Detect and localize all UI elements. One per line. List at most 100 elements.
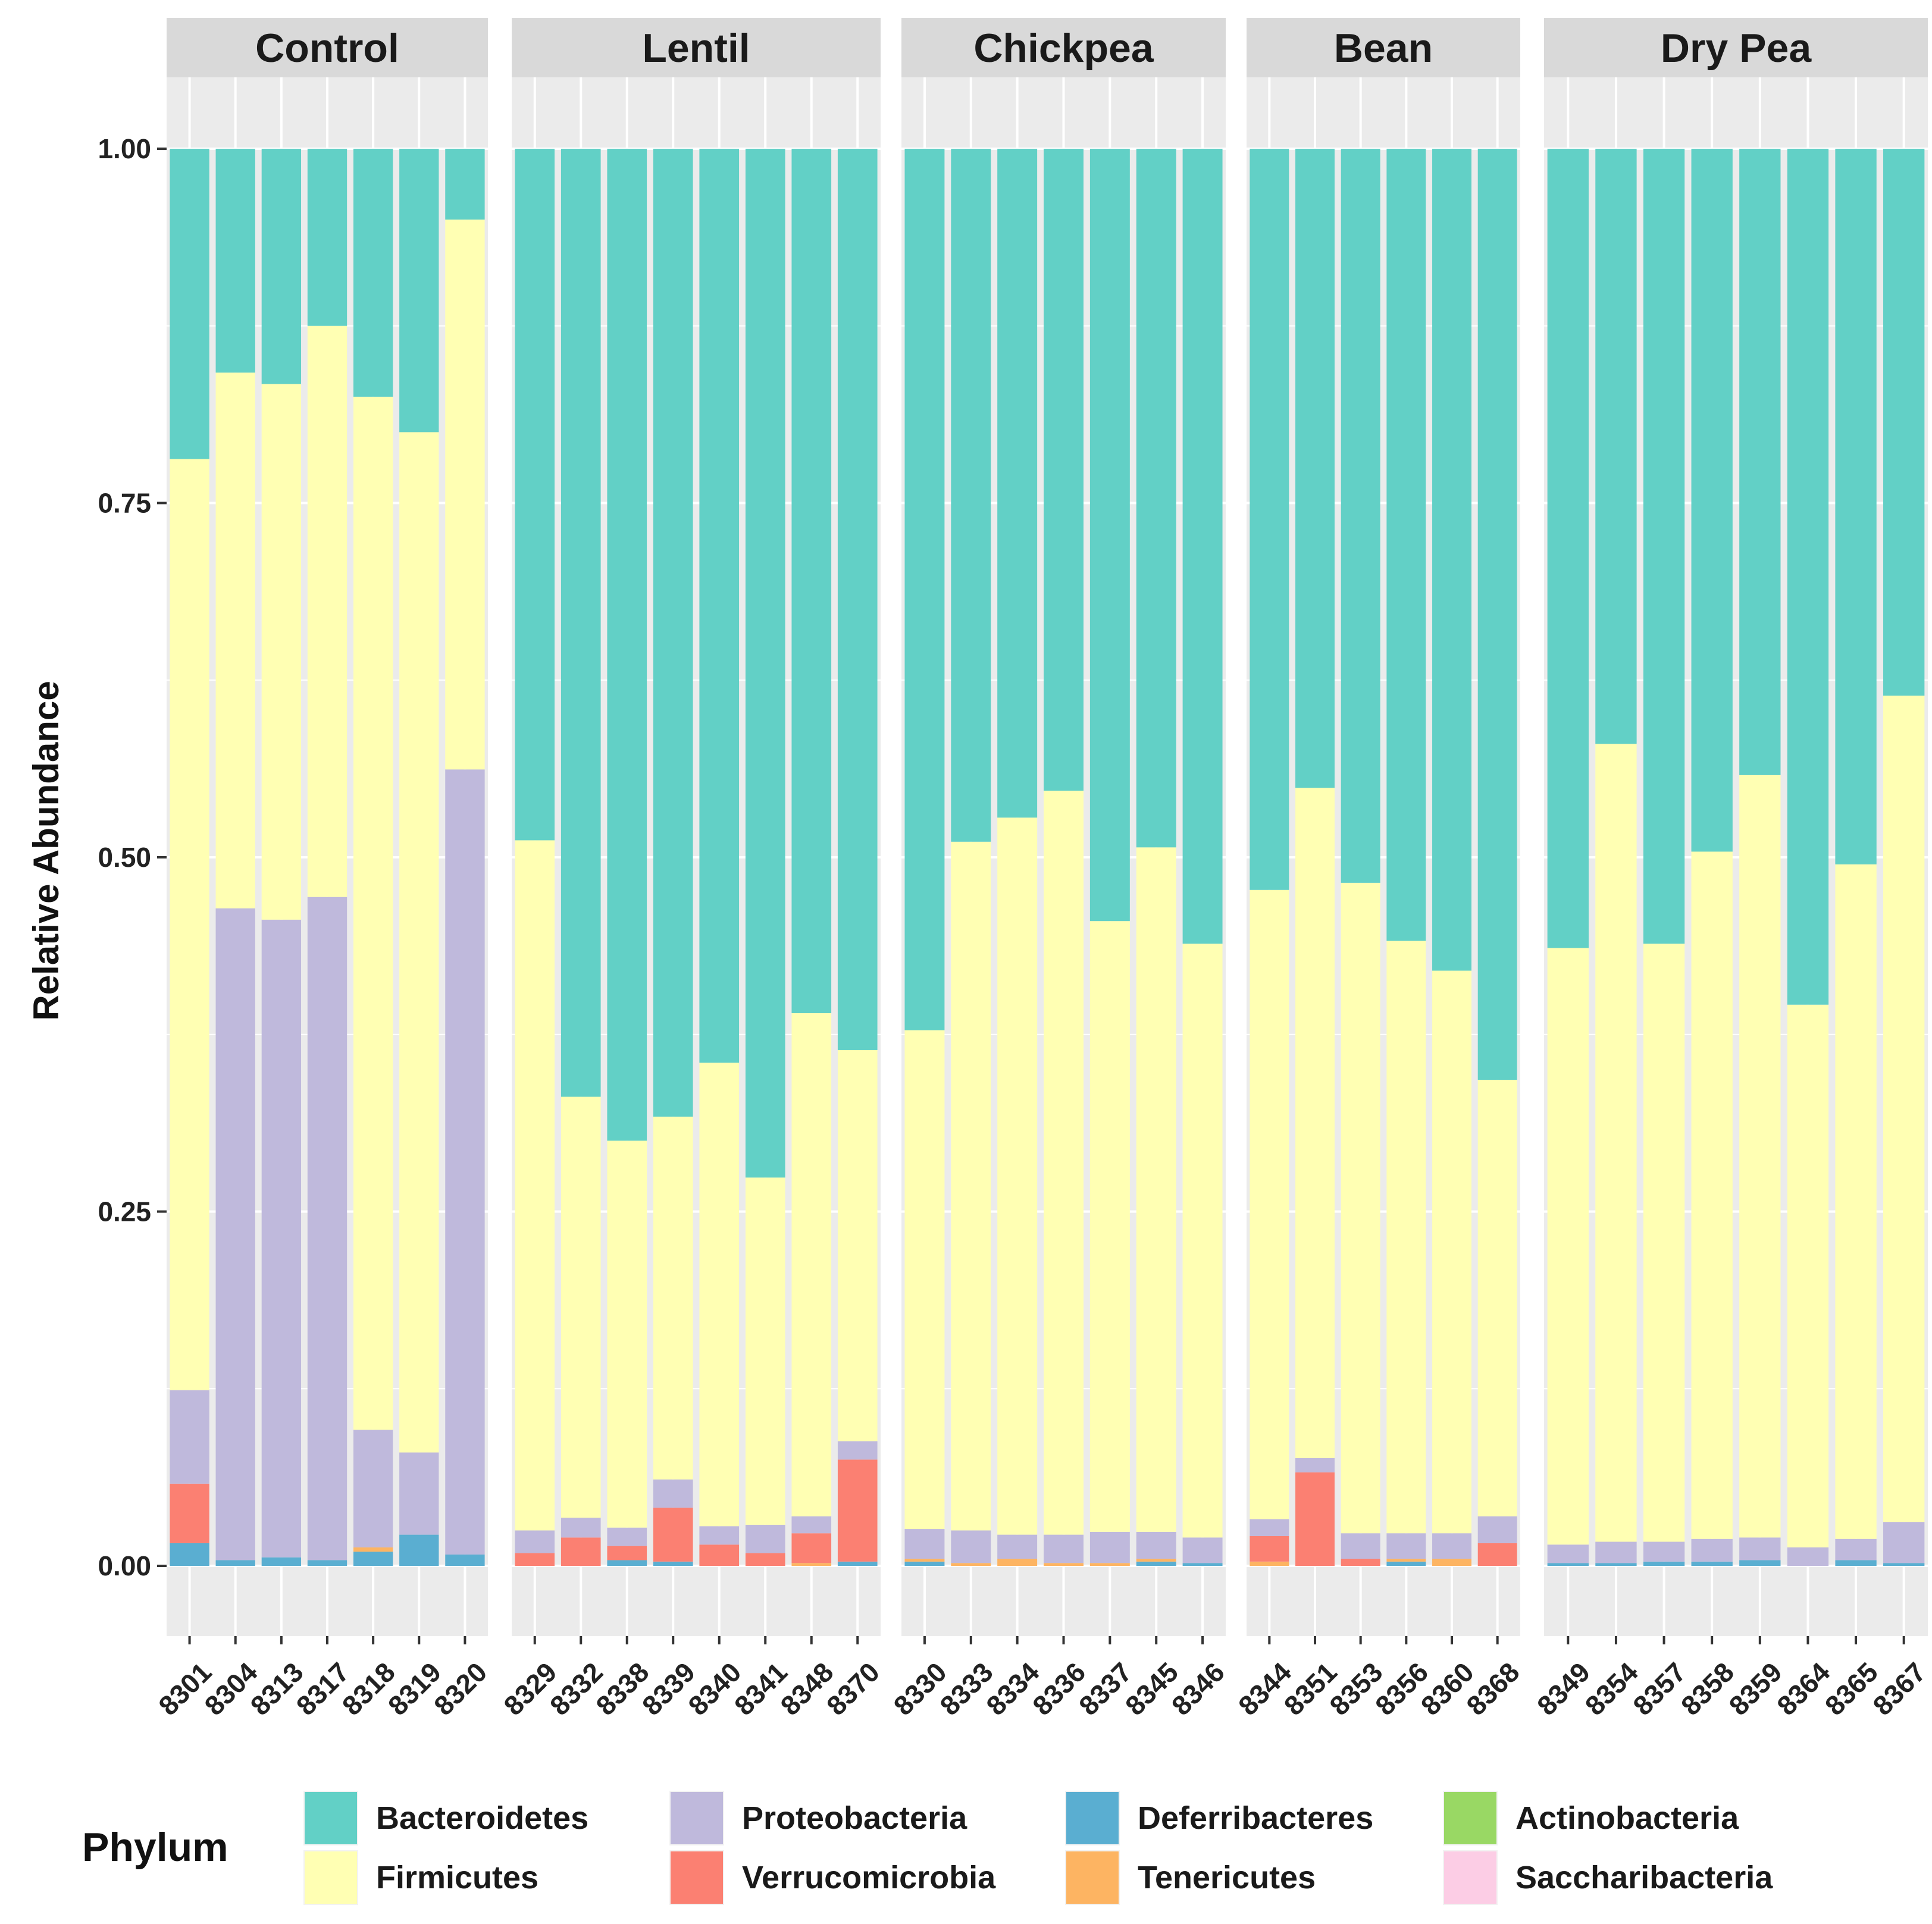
bar-8333 [951, 149, 991, 1566]
bar-8337 [1089, 149, 1130, 1566]
bar-8346 [1182, 149, 1223, 1566]
bar-segment-proteobacteria [997, 1534, 1038, 1559]
bar-segment-deferribacteres [1643, 1561, 1685, 1566]
bar-segment-firmicutes [791, 1013, 832, 1516]
bar-8339 [653, 149, 693, 1566]
facet-label: Chickpea [973, 26, 1154, 71]
bar-8317 [307, 149, 347, 1566]
bar-segment-proteobacteria [445, 769, 485, 1555]
bar-segment-proteobacteria [904, 1529, 945, 1559]
bar-segment-proteobacteria [170, 1390, 209, 1484]
bar-8360 [1432, 149, 1471, 1566]
bar-segment-tenericutes [997, 1559, 1038, 1566]
bar-segment-tenericutes [1386, 1559, 1426, 1562]
bar-segment-proteobacteria [1089, 1531, 1130, 1563]
legend-label: Deferribacteres [1138, 1800, 1373, 1836]
bar-segment-firmicutes [1547, 948, 1589, 1545]
bar-segment-firmicutes [951, 841, 991, 1531]
bar-8348 [791, 149, 832, 1566]
legend-swatch [1444, 1792, 1496, 1844]
x-tick-label: 8351 [1278, 1656, 1343, 1721]
bar-segment-verrucomicrobia [791, 1533, 832, 1563]
y-tick-label: 1.00 [98, 133, 151, 164]
legend-entry-bacteroidetes: Bacteroidetes [303, 1791, 588, 1845]
x-tick-label: 8365 [1819, 1656, 1884, 1721]
bar-segment-firmicutes [1835, 864, 1877, 1539]
legend-label: Firmicutes [376, 1860, 538, 1895]
x-tick-label: 8304 [198, 1656, 263, 1721]
legend-swatch [1066, 1851, 1119, 1904]
bar-segment-proteobacteria [1547, 1544, 1589, 1563]
bar-segment-verrucomicrobia [653, 1508, 693, 1562]
bar-segment-tenericutes [1136, 1559, 1176, 1562]
legend-swatch [1066, 1792, 1119, 1844]
bar-segment-proteobacteria [1477, 1516, 1517, 1543]
x-tick-label: 8301 [152, 1656, 217, 1721]
bar-segment-verrucomicrobia [561, 1537, 601, 1566]
bar-segment-proteobacteria [353, 1430, 393, 1548]
bar-segment-firmicutes [399, 432, 439, 1453]
bar-segment-verrucomicrobia [1295, 1472, 1335, 1566]
bar-8329 [515, 149, 555, 1566]
y-axis: 0.00 0.25 0.50 0.75 1.00 [98, 133, 167, 1581]
x-tick-label: 8319 [382, 1656, 447, 1721]
bar-segment-proteobacteria [561, 1518, 601, 1538]
bar-8368 [1477, 149, 1517, 1566]
legend-entry-deferribacteres: Deferribacteres [1065, 1791, 1373, 1845]
y-tick-label: 0.75 [98, 488, 151, 519]
bar-segment-proteobacteria [515, 1530, 555, 1553]
x-tick-label: 8358 [1675, 1656, 1740, 1721]
bar-segment-tenericutes [951, 1563, 991, 1566]
bar-segment-bacteroidetes [1182, 149, 1223, 944]
bar-segment-verrucomicrobia [699, 1544, 740, 1566]
bar-8340 [699, 149, 740, 1566]
bar-segment-tenericutes [791, 1563, 832, 1566]
legend-entry-proteobacteria: Proteobacteria [669, 1791, 967, 1845]
bar-segment-proteobacteria [607, 1527, 647, 1546]
bar-segment-deferribacteres [353, 1552, 393, 1566]
bar-segment-proteobacteria [1595, 1541, 1637, 1563]
bar-segment-bacteroidetes [904, 149, 945, 1030]
bar-segment-firmicutes [1341, 882, 1380, 1534]
legend-entry-verrucomicrobia: Verrucomicrobia [669, 1850, 996, 1905]
bar-8330 [904, 149, 945, 1566]
bar-segment-bacteroidetes [1643, 149, 1685, 944]
bar-segment-bacteroidetes [307, 149, 347, 326]
legend-entry-firmicutes: Firmicutes [303, 1850, 538, 1905]
bar-segment-bacteroidetes [791, 149, 832, 1014]
bar-segment-deferribacteres [307, 1560, 347, 1566]
bar-segment-bacteroidetes [1691, 149, 1733, 852]
x-tick-label: 8354 [1579, 1656, 1644, 1721]
bar-segment-deferribacteres [170, 1543, 209, 1566]
bar-segment-deferribacteres [1136, 1561, 1176, 1566]
bar-segment-bacteroidetes [1595, 149, 1637, 744]
bar-segment-deferribacteres [261, 1557, 302, 1566]
bar-segment-bacteroidetes [515, 149, 555, 841]
x-tick-label: 8349 [1531, 1656, 1596, 1721]
facet-label: Lentil [642, 26, 750, 71]
bar-segment-proteobacteria [1787, 1547, 1829, 1566]
bar-segment-firmicutes [1136, 847, 1176, 1532]
bar-segment-firmicutes [997, 817, 1038, 1535]
bar-segment-proteobacteria [1136, 1531, 1176, 1559]
x-tick-label: 8336 [1026, 1656, 1091, 1721]
x-tick-label: 8341 [728, 1656, 793, 1721]
legend-label: Bacteroidetes [376, 1800, 588, 1836]
bar-segment-proteobacteria [215, 908, 255, 1560]
bar-segment-bacteroidetes [1835, 149, 1877, 864]
bar-8353 [1341, 149, 1380, 1566]
bar-segment-verrucomicrobia [745, 1553, 785, 1566]
bar-segment-proteobacteria [1432, 1533, 1471, 1559]
bar-segment-bacteroidetes [399, 149, 439, 433]
x-tick-label: 8353 [1323, 1656, 1388, 1721]
bar-8320 [445, 149, 485, 1566]
legend-entry-saccharibacteria: Saccharibacteria [1443, 1850, 1773, 1905]
bar-segment-bacteroidetes [951, 149, 991, 842]
bar-segment-verrucomicrobia [1477, 1543, 1517, 1566]
facet-strip [1247, 18, 1520, 77]
bar-segment-deferribacteres [1739, 1560, 1781, 1566]
bar-segment-deferribacteres [1547, 1563, 1589, 1566]
bar-segment-tenericutes [1089, 1563, 1130, 1566]
